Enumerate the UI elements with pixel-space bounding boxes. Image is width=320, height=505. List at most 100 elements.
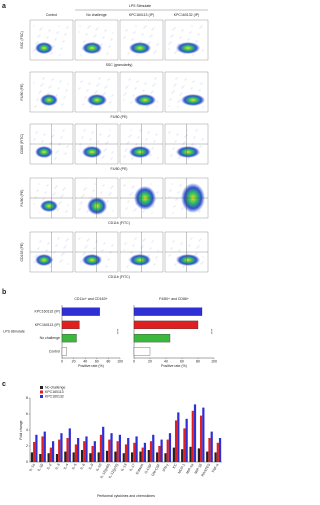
scatter-dot xyxy=(79,25,81,27)
x-tick-label: IL-3 xyxy=(54,463,61,470)
scatter-dot xyxy=(169,99,171,101)
scatter-dot xyxy=(54,192,56,194)
scatter-dot xyxy=(135,144,137,146)
scatter-dot xyxy=(150,92,152,94)
scatter-dot xyxy=(36,131,38,133)
scatter-dot xyxy=(201,82,203,84)
scatter-dot xyxy=(150,183,152,185)
scatter-dot xyxy=(45,250,47,252)
scatter-dot xyxy=(37,41,39,43)
scatter-dot xyxy=(189,32,191,34)
scatter-dot xyxy=(57,238,59,240)
scatter-dot xyxy=(199,89,201,91)
scatter-dot xyxy=(183,53,185,55)
x-axis-label: Positive rate (%) xyxy=(78,364,104,368)
plot-frame xyxy=(29,71,74,113)
density-blob xyxy=(35,42,53,54)
scatter-dot xyxy=(133,244,135,246)
x-axis-label: Peritoneal cytokines and chemokines xyxy=(97,494,155,498)
scatter-dot xyxy=(140,252,142,254)
scatter-dot xyxy=(168,132,170,134)
scatter-dot xyxy=(58,87,60,89)
scatter-dot xyxy=(34,261,36,263)
scatter-dot xyxy=(129,78,131,80)
legend-label: KPC160132 xyxy=(45,394,64,398)
scatter-dot xyxy=(174,264,176,266)
scatter-dot xyxy=(66,210,68,212)
scatter-dot xyxy=(125,87,127,89)
scatter-dot xyxy=(177,133,179,135)
bar xyxy=(97,452,100,462)
scatter-dot xyxy=(124,184,126,186)
scatter-dot xyxy=(63,252,65,254)
scatter-dot xyxy=(56,151,58,153)
scatter-dot xyxy=(171,183,173,185)
scatter-dot xyxy=(105,148,107,150)
scatter-dot xyxy=(199,27,201,29)
scatter-dot xyxy=(140,247,142,249)
scatter-dot xyxy=(178,191,180,193)
scatter-dot xyxy=(191,25,193,27)
scatter-dot xyxy=(201,25,203,27)
scatter-dot xyxy=(132,245,134,247)
scatter-dot xyxy=(109,252,111,254)
scatter-dot xyxy=(135,25,137,27)
x-tick-label: 40 xyxy=(83,359,87,363)
bar xyxy=(216,442,219,462)
scatter-dot xyxy=(62,253,64,255)
scatter-dot xyxy=(126,86,128,88)
scatter-dot xyxy=(191,237,193,239)
scatter-dot xyxy=(124,150,126,152)
scatter-dot xyxy=(141,246,143,248)
scatter-dot xyxy=(191,144,193,146)
scatter-dot xyxy=(174,27,176,29)
x-axis-label: F4/80 (PE) xyxy=(111,167,128,171)
scatter-dot xyxy=(60,201,62,203)
scatter-dot xyxy=(177,192,179,194)
scatter-dot xyxy=(53,45,55,47)
scatter-dot xyxy=(154,51,156,53)
scatter-dot xyxy=(93,248,95,250)
scatter-dot xyxy=(33,50,35,52)
x-tick-label: MIP-1α xyxy=(185,463,194,475)
scatter-dot xyxy=(144,145,146,147)
scatter-dot xyxy=(91,132,93,134)
scatter-dot xyxy=(102,37,104,39)
scatter-dot xyxy=(52,135,54,137)
bar xyxy=(193,404,197,462)
scatter-dot xyxy=(156,44,158,46)
scatter-dot xyxy=(56,94,58,96)
scatter-dot xyxy=(149,41,151,43)
scatter-dot xyxy=(33,82,35,84)
x-tick-label: MCP-1 xyxy=(177,463,186,474)
scatter-dot xyxy=(58,203,60,205)
scatter-dot xyxy=(150,247,152,249)
y-tick-label: 8 xyxy=(26,396,28,400)
scatter-dot xyxy=(99,134,101,136)
plot-frame xyxy=(74,19,119,61)
scatter-dot xyxy=(85,96,87,98)
scatter-dot xyxy=(152,206,154,208)
scatter-dot xyxy=(151,212,153,214)
scatter-dot xyxy=(61,259,63,261)
scatter-dot xyxy=(67,145,69,147)
scatter-dot xyxy=(143,239,145,241)
scatter-dot xyxy=(57,150,59,152)
scatter-dot xyxy=(112,94,114,96)
scatter-dot xyxy=(108,194,110,196)
bar xyxy=(66,438,69,462)
scatter-dot xyxy=(84,252,86,254)
bar xyxy=(143,442,147,462)
bar xyxy=(60,433,63,462)
scatter-dot xyxy=(102,185,104,187)
scatter-dot xyxy=(198,90,200,92)
bar xyxy=(74,444,78,462)
scatter-dot xyxy=(126,29,128,31)
x-axis-label: F4/80 (PE) xyxy=(111,115,128,119)
y-tick-label: 6 xyxy=(26,412,28,416)
scatter-dot xyxy=(97,141,99,143)
scatter-dot xyxy=(59,81,61,83)
scatter-dot xyxy=(132,38,134,40)
scatter-dot xyxy=(152,90,154,92)
scatter-dot xyxy=(59,261,61,263)
